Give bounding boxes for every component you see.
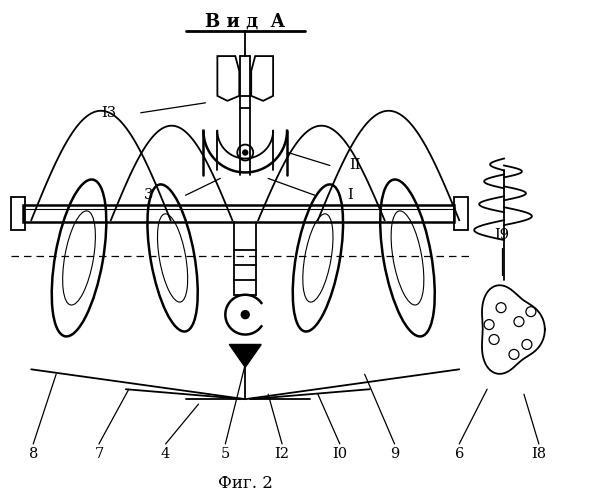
Circle shape	[241, 310, 249, 318]
Text: II: II	[349, 158, 361, 172]
Text: 3: 3	[144, 188, 153, 202]
Bar	[454, 198, 468, 230]
Text: I0: I0	[332, 447, 347, 461]
Text: I2: I2	[274, 447, 289, 461]
Text: 6: 6	[454, 447, 464, 461]
Text: 8: 8	[29, 447, 38, 461]
Text: I8: I8	[531, 447, 546, 461]
Polygon shape	[229, 344, 261, 368]
Text: Фиг. 2: Фиг. 2	[218, 475, 273, 492]
Bar	[23, 205, 454, 222]
Text: В и д  А: В и д А	[205, 12, 285, 30]
Bar	[11, 198, 26, 230]
Circle shape	[243, 150, 248, 155]
Text: 4: 4	[161, 447, 170, 461]
Text: I3: I3	[102, 106, 116, 120]
Text: 5: 5	[221, 447, 230, 461]
Text: I: I	[347, 188, 353, 202]
Text: 7: 7	[94, 447, 103, 461]
Text: I9: I9	[495, 228, 510, 242]
Text: 9: 9	[390, 447, 399, 461]
